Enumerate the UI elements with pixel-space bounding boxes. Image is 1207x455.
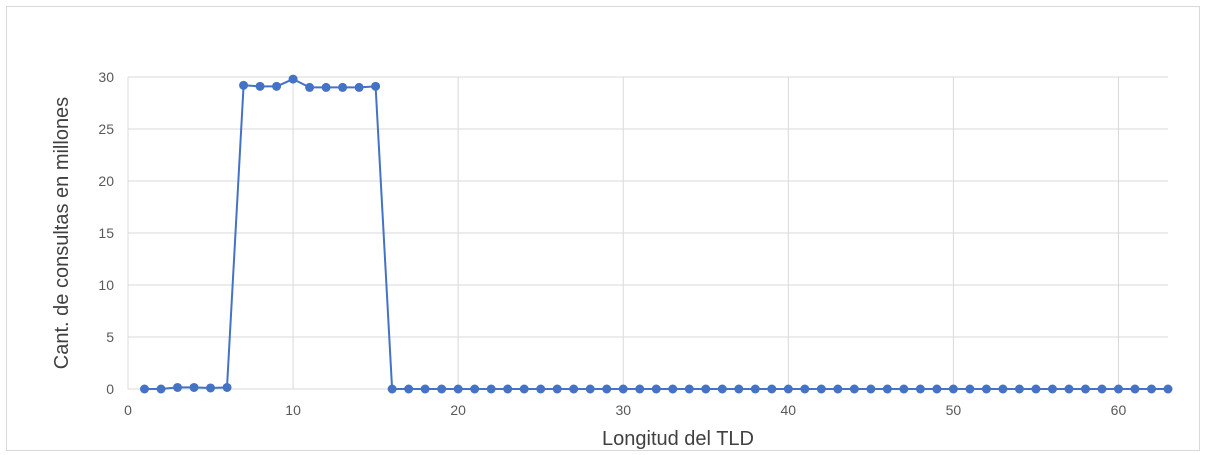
y-tick-label: 20 — [98, 173, 114, 189]
data-point — [338, 82, 348, 92]
series-line-group — [144, 78, 1168, 390]
data-point — [602, 384, 612, 394]
data-point — [272, 81, 282, 91]
data-point — [321, 82, 331, 92]
y-tick-label: 0 — [106, 381, 114, 397]
data-point — [750, 384, 760, 394]
y-tick-label: 30 — [98, 69, 114, 85]
data-point — [288, 74, 298, 84]
data-point — [503, 384, 513, 394]
data-point — [882, 384, 892, 394]
data-point — [305, 82, 315, 92]
data-point — [1130, 384, 1140, 394]
data-point — [816, 384, 826, 394]
chart-frame — [6, 6, 1200, 451]
data-point — [1163, 384, 1173, 394]
data-point — [371, 81, 381, 91]
data-point — [173, 382, 183, 392]
data-point — [833, 384, 843, 394]
y-axis-title: Cant. de consultas en millones — [51, 97, 73, 369]
data-point — [404, 384, 414, 394]
data-point — [932, 384, 942, 394]
x-tick-labels: 0 10 20 30 40 50 60 — [124, 402, 1126, 418]
data-point — [618, 384, 628, 394]
data-point — [915, 384, 925, 394]
data-point — [651, 384, 661, 394]
x-tick-label: 20 — [450, 402, 466, 418]
x-tick-label: 0 — [124, 402, 132, 418]
data-point — [948, 384, 958, 394]
data-point — [437, 384, 447, 394]
data-point — [981, 384, 991, 394]
data-point — [684, 384, 694, 394]
data-point — [453, 384, 463, 394]
data-point — [536, 384, 546, 394]
data-point — [1097, 384, 1107, 394]
data-point — [734, 384, 744, 394]
y-tick-label: 5 — [106, 329, 114, 345]
data-point — [1146, 384, 1156, 394]
data-point — [239, 80, 249, 90]
data-point — [701, 384, 711, 394]
data-point — [866, 384, 876, 394]
gridlines — [127, 76, 1168, 390]
data-point — [668, 384, 678, 394]
x-tick-label: 10 — [285, 402, 301, 418]
y-tick-labels: 0 5 10 15 20 25 30 — [98, 69, 114, 397]
data-point — [998, 384, 1008, 394]
data-point — [717, 384, 727, 394]
x-tick-label: 60 — [1111, 402, 1127, 418]
data-point — [420, 384, 430, 394]
data-point — [569, 384, 579, 394]
data-point — [387, 384, 397, 394]
data-point — [783, 384, 793, 394]
y-tick-label: 25 — [98, 121, 114, 137]
data-point — [189, 382, 199, 392]
data-point — [140, 384, 150, 394]
data-point — [222, 382, 232, 392]
data-point — [899, 384, 909, 394]
series-line — [144, 78, 1168, 390]
data-point — [354, 82, 364, 92]
data-point — [255, 81, 265, 91]
data-point — [519, 384, 529, 394]
data-point — [156, 384, 166, 394]
data-point — [767, 384, 777, 394]
x-tick-label: 40 — [781, 402, 797, 418]
x-tick-label: 50 — [946, 402, 962, 418]
x-axis-title: Longitud del TLD — [602, 428, 754, 450]
y-tick-label: 15 — [98, 225, 114, 241]
data-point — [1064, 384, 1074, 394]
data-point — [470, 384, 480, 394]
data-point — [552, 384, 562, 394]
data-point — [635, 384, 645, 394]
x-tick-label: 30 — [615, 402, 631, 418]
data-point — [1047, 384, 1057, 394]
data-point — [800, 384, 810, 394]
data-point — [965, 384, 975, 394]
data-point — [585, 384, 595, 394]
data-point — [1113, 384, 1123, 394]
data-point — [206, 383, 216, 393]
data-points — [140, 74, 1173, 394]
data-point — [1031, 384, 1041, 394]
data-point — [849, 384, 859, 394]
data-point — [1014, 384, 1024, 394]
data-point — [1080, 384, 1090, 394]
data-point — [486, 384, 496, 394]
y-tick-label: 10 — [98, 277, 114, 293]
